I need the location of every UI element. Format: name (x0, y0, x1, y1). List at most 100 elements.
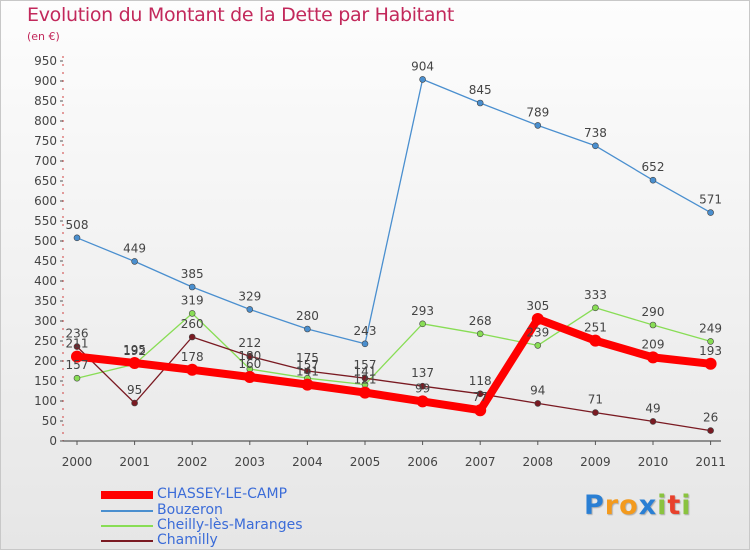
y-tick-label: 250 (34, 334, 57, 348)
y-tick-label: 800 (34, 114, 57, 128)
series-point (531, 313, 544, 325)
data-label: 251 (584, 321, 607, 335)
data-label: 333 (584, 288, 607, 302)
logo-letter: P (584, 490, 605, 521)
data-label: 738 (584, 126, 607, 140)
series-point (649, 418, 657, 425)
data-label: 121 (354, 373, 377, 387)
series-point (188, 333, 196, 341)
data-label: 652 (642, 160, 665, 174)
x-tick-label: 2001 (119, 455, 150, 469)
data-label: 212 (238, 336, 261, 350)
series-point (359, 386, 371, 399)
x-tick-label: 2002 (177, 455, 208, 469)
series-point (592, 142, 599, 150)
legend-label: Bouzeron (157, 502, 223, 518)
series-point (416, 395, 429, 408)
y-tick-label: 600 (34, 194, 57, 208)
series-point (707, 338, 714, 345)
data-label: 118 (469, 374, 492, 388)
series-point (304, 367, 311, 375)
y-tick-label: 850 (34, 94, 57, 108)
data-label: 95 (127, 383, 142, 397)
series-point (73, 343, 81, 350)
series-point (534, 400, 542, 407)
y-tick-label: 700 (34, 154, 57, 168)
data-label: 157 (296, 358, 319, 372)
series-point (188, 283, 196, 291)
series-point (476, 99, 484, 107)
x-tick-label: 2004 (292, 455, 323, 469)
data-label: 137 (411, 366, 434, 380)
x-tick-label: 2003 (235, 455, 266, 469)
data-label: 192 (123, 344, 146, 358)
series-line (76, 336, 712, 432)
data-label: 195 (123, 343, 146, 357)
series-point (476, 330, 484, 338)
series-point (246, 352, 254, 360)
x-tick-label: 2005 (350, 455, 381, 469)
logo-letter: x (638, 490, 658, 521)
legend-swatch (101, 540, 153, 542)
y-tick-label: 0 (49, 434, 57, 448)
series-point (128, 357, 141, 369)
data-label: 77 (473, 390, 488, 404)
chart-unit: (en €) (27, 30, 60, 43)
series-point (361, 340, 369, 348)
data-label: 160 (238, 357, 261, 371)
data-label: 385 (181, 267, 204, 281)
series-point (131, 258, 138, 265)
series-point (534, 122, 542, 129)
series-point (704, 357, 717, 370)
data-label: 260 (181, 317, 204, 331)
y-tick-label: 500 (34, 234, 57, 248)
data-label: 789 (526, 105, 549, 119)
logo-letter: i (681, 490, 692, 521)
y-tick-label: 200 (34, 354, 57, 368)
series-point (188, 310, 196, 317)
series-point (649, 321, 657, 329)
y-tick-label: 350 (34, 294, 57, 308)
data-label: 94 (530, 383, 545, 397)
legend-label: CHASSEY-LE-CAMP (157, 486, 288, 502)
series-point (361, 374, 369, 382)
x-tick-label: 2008 (523, 455, 554, 469)
data-label: 175 (296, 351, 319, 365)
series-point (186, 363, 199, 376)
series-point (73, 234, 81, 242)
series-point (476, 390, 484, 398)
y-tick-label: 550 (34, 214, 57, 228)
data-label: 71 (588, 393, 603, 407)
data-label: 508 (66, 218, 89, 232)
series-point (419, 76, 426, 83)
series-point (73, 374, 81, 382)
data-label: 290 (642, 305, 665, 319)
y-tick-label: 50 (42, 414, 57, 428)
series-point (589, 334, 602, 347)
data-label: 319 (181, 293, 204, 307)
y-tick-label: 150 (34, 374, 57, 388)
data-label: 141 (296, 365, 319, 379)
x-tick-label: 2007 (465, 455, 496, 469)
chart-title: Evolution du Montant de la Dette par Hab… (27, 4, 455, 26)
data-label: 904 (411, 59, 434, 73)
legend-label: Chamilly (157, 532, 218, 548)
data-label: 180 (238, 349, 261, 363)
logo-letter: i (657, 490, 668, 521)
data-label: 305 (526, 299, 549, 313)
data-label: 243 (354, 324, 377, 338)
x-tick-label: 2009 (580, 455, 611, 469)
x-tick-label: 2000 (62, 455, 93, 469)
data-label: 99 (415, 381, 430, 395)
data-label: 211 (66, 337, 89, 351)
data-label: 141 (354, 365, 377, 379)
logo-letter: o (619, 490, 639, 521)
data-label: 178 (181, 350, 204, 364)
y-tick-label: 650 (34, 174, 57, 188)
data-label: 157 (66, 358, 89, 372)
series-line (76, 78, 712, 345)
data-label: 280 (296, 309, 319, 323)
series-point (71, 350, 83, 363)
